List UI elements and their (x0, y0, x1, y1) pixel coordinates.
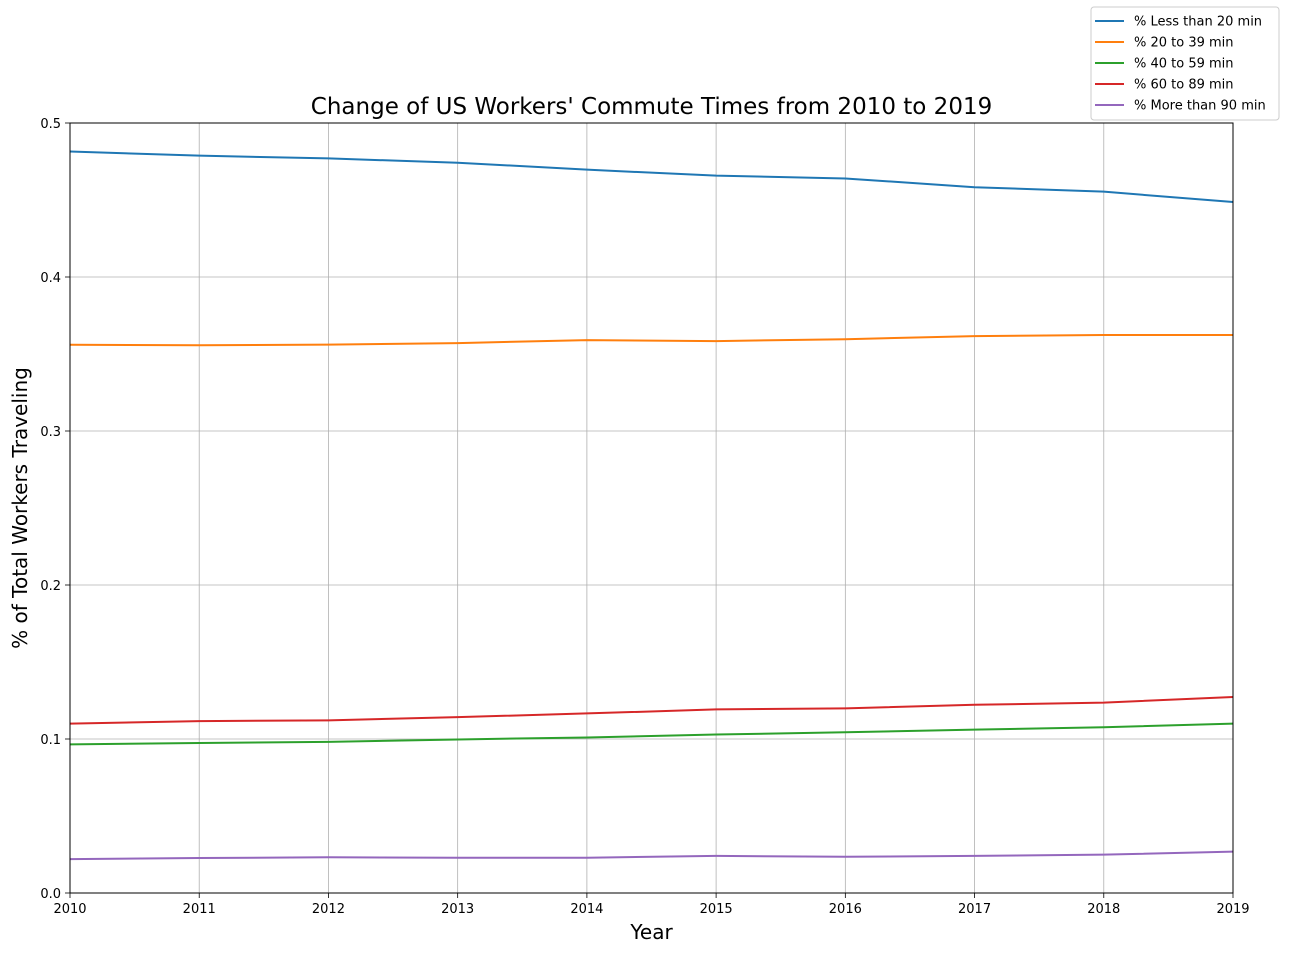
grid-lines (69, 122, 1234, 894)
y-tick-label: 0.1 (40, 733, 61, 748)
legend-label: % Less than 20 min (1134, 15, 1262, 30)
legend-box (1090, 6, 1280, 121)
x-tick-label: 2019 (1216, 902, 1249, 917)
x-tick-label: 2015 (700, 902, 733, 917)
x-tick-label: 2011 (183, 902, 216, 917)
series-line-2 (69, 334, 1233, 347)
x-tick-label: 2016 (829, 902, 862, 917)
x-tick-label: 2010 (53, 902, 86, 917)
y-tick-label: 0.3 (40, 425, 61, 440)
y-tick-label: 0.0 (40, 887, 61, 902)
legend: % Less than 20 min % 20 to 39 min % 40 to … (1090, 6, 1280, 121)
series-line-5 (69, 850, 1234, 861)
x-tick-label: 2018 (1087, 902, 1120, 917)
series-line-3 (69, 722, 1234, 746)
x-tick-label: 2017 (958, 902, 991, 917)
x-tick-label: 2013 (441, 902, 474, 917)
legend-label: % 40 to 59 min (1134, 57, 1234, 72)
chart-title: Change of US Workers' Commute Times from… (311, 94, 992, 120)
y-tick-label: 0.4 (40, 271, 61, 286)
legend-label: % More than 90 min (1134, 99, 1266, 114)
plot-frame (69, 122, 1234, 894)
x-tick-label: 2012 (312, 902, 345, 917)
series-lines (69, 150, 1234, 861)
series-line-1 (69, 150, 1234, 203)
x-axis-label: Year (629, 920, 673, 944)
axis-ticks: 2010 2011 2012 2013 2014 2015 2016 2017 2018 2019… (40, 117, 1249, 917)
legend-label: % 20 to 39 min (1134, 36, 1234, 51)
y-tick-label: 0.2 (40, 579, 61, 594)
y-axis-label: % of Total Workers Traveling (8, 367, 32, 649)
x-tick-label: 2014 (570, 902, 603, 917)
series-line-4 (69, 695, 1234, 725)
legend-label: % 60 to 89 min (1134, 78, 1234, 93)
y-tick-label: 0.5 (40, 117, 61, 132)
